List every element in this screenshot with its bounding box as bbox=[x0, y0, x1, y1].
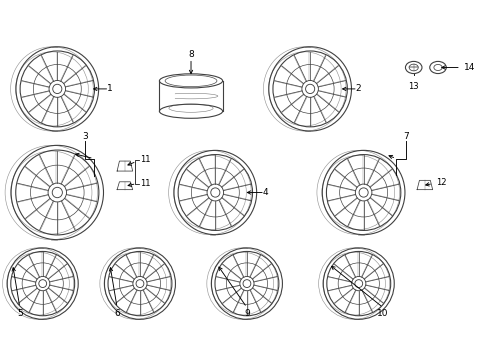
Text: 10: 10 bbox=[377, 310, 388, 319]
Text: 6: 6 bbox=[114, 310, 120, 319]
Text: 14: 14 bbox=[463, 63, 474, 72]
Text: 9: 9 bbox=[244, 310, 249, 319]
Text: 3: 3 bbox=[82, 131, 88, 140]
Text: 2: 2 bbox=[354, 84, 360, 93]
Text: 8: 8 bbox=[188, 50, 194, 59]
Text: 13: 13 bbox=[407, 82, 418, 91]
Text: 7: 7 bbox=[402, 132, 408, 141]
Text: 12: 12 bbox=[436, 178, 446, 187]
Text: 11: 11 bbox=[140, 179, 151, 188]
Text: 5: 5 bbox=[17, 310, 23, 319]
Text: 4: 4 bbox=[262, 188, 267, 197]
Text: 1: 1 bbox=[106, 84, 112, 93]
Text: 11: 11 bbox=[140, 156, 151, 165]
